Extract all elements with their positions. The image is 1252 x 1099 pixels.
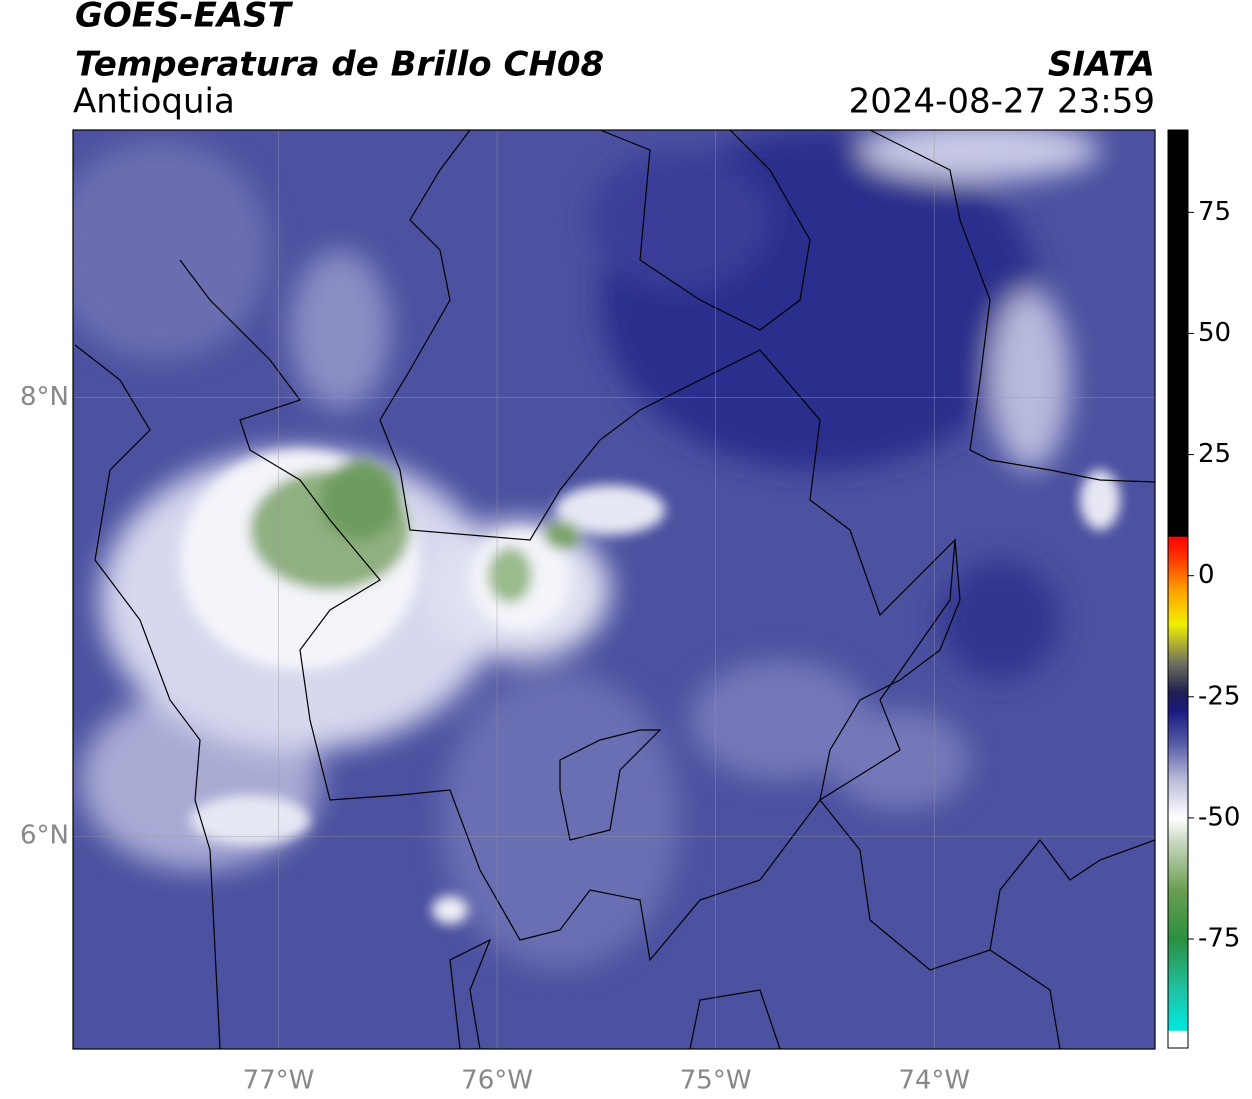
borders [74,130,1155,1049]
y-tick-label: 8°N [20,382,69,412]
colorbar: 75 50 25 0 -25 -50 -75 [1167,129,1240,1049]
x-tick-label: 75°W [680,1066,752,1096]
x-tick-label: 74°W [898,1066,970,1096]
imagery [73,130,1155,1049]
x-tick-label: 76°W [461,1066,533,1096]
y-tick-label: 6°N [20,821,69,851]
cold-tops [180,450,1120,924]
map-frame [72,129,1156,1050]
colorbar-ramp [1167,129,1189,1049]
colorbar-tick-label: -50 [1198,802,1240,832]
colorbar-tick-label: -75 [1198,924,1240,954]
x-tick-label: 77°W [243,1066,315,1096]
timestamp: 2024-08-27 23:59 [849,82,1155,122]
region: Antioquia [73,82,235,122]
source: SIATA [1048,45,1155,85]
colorbar-tick-label: 25 [1198,439,1231,469]
subtitle: Temperatura de Brillo CH08 [75,45,604,85]
colorbar-tick-label: 75 [1198,197,1231,227]
colorbar-tick-label: 50 [1198,318,1231,348]
colorbar-tick-label: 0 [1198,560,1215,590]
title: GOES-EAST [75,0,294,36]
gridlines [73,130,1155,1049]
colorbar-tick-label: -25 [1198,681,1240,711]
